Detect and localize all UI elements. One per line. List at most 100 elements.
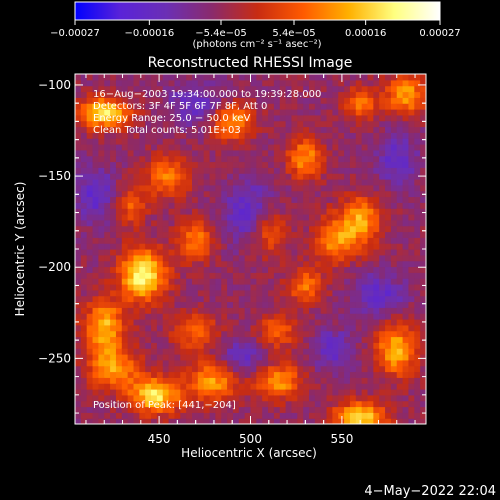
heatmap-cell (385, 249, 392, 256)
heatmap-cell (297, 91, 304, 98)
heatmap-cell (268, 284, 275, 291)
heatmap-cell (180, 103, 187, 110)
heatmap-cell (80, 161, 88, 168)
heatmap-cell (385, 161, 392, 168)
heatmap-cell (75, 289, 82, 297)
heatmap-cell (373, 231, 380, 238)
heatmap-cell (268, 243, 275, 250)
heatmap-cell (203, 313, 211, 320)
heatmap-cell (279, 167, 287, 174)
heatmap-cell (344, 301, 351, 308)
heatmap-cell (174, 301, 181, 308)
heatmap-cell (361, 289, 369, 297)
heatmap-image (75, 74, 426, 424)
heatmap-cell (385, 330, 392, 338)
heatmap-cell (355, 184, 363, 192)
heatmap-cell (291, 289, 298, 297)
heatmap-cell (268, 266, 275, 273)
heatmap-cell (279, 85, 287, 93)
heatmap-cell (80, 155, 88, 163)
heatmap-cell (303, 202, 310, 209)
heatmap-cell (420, 412, 426, 419)
heatmap-cell (361, 138, 369, 145)
heatmap-cell (244, 120, 252, 128)
heatmap-cell (367, 144, 374, 151)
heatmap-cell (385, 336, 392, 343)
heatmap-cell (139, 161, 146, 168)
heatmap-cell (174, 389, 181, 396)
heatmap-cell (273, 278, 281, 285)
heatmap-cell (338, 237, 345, 244)
heatmap-cell (110, 97, 117, 104)
heatmap-cell (390, 120, 398, 128)
heatmap-cell (414, 389, 421, 396)
x-tick-label: 550 (330, 432, 353, 446)
heatmap-cell (92, 161, 99, 168)
heatmap-cell (104, 406, 111, 413)
heatmap-cell (262, 266, 269, 273)
heatmap-cell (355, 348, 363, 355)
heatmap-cell (227, 91, 234, 98)
heatmap-cell (273, 394, 281, 402)
heatmap-cell (133, 354, 140, 361)
heatmap-cell (320, 231, 328, 238)
heatmap-cell (92, 237, 99, 244)
heatmap-cell (139, 278, 146, 285)
heatmap-cell (268, 383, 275, 390)
heatmap-cell (209, 342, 216, 349)
heatmap-cell (332, 278, 339, 285)
heatmap-cell (168, 97, 176, 104)
heatmap-cell (186, 389, 193, 396)
heatmap-cell (320, 389, 328, 396)
heatmap-cell (75, 114, 82, 122)
heatmap-cell (203, 249, 211, 256)
heatmap-cell (244, 260, 252, 268)
heatmap-cell (262, 406, 269, 413)
heatmap-cell (303, 237, 310, 244)
heatmap-cell (309, 196, 316, 203)
heatmap-cell (338, 365, 345, 373)
heatmap-cell (203, 324, 211, 332)
heatmap-cell (203, 208, 211, 215)
heatmap-cell (192, 354, 199, 361)
heatmap-cell (151, 307, 158, 314)
heatmap-cell (420, 179, 426, 186)
heatmap-cell (349, 149, 357, 157)
heatmap-cell (180, 167, 187, 174)
heatmap-cell (197, 237, 205, 244)
heatmap-cell (227, 219, 234, 227)
heatmap-cell (174, 79, 181, 87)
heatmap-cell (227, 74, 234, 81)
heatmap-cell (309, 284, 316, 291)
heatmap-cell (238, 114, 246, 122)
heatmap-cell (174, 114, 181, 122)
heatmap-cell (197, 214, 205, 221)
heatmap-cell (98, 348, 105, 355)
heatmap-cell (262, 79, 269, 87)
heatmap-cell (186, 313, 193, 320)
heatmap-cell (203, 167, 211, 174)
heatmap-cell (156, 371, 164, 378)
heatmap-cell (262, 214, 269, 221)
heatmap-cell (279, 231, 287, 238)
heatmap-cell (291, 184, 298, 192)
heatmap-cell (332, 254, 339, 262)
heatmap-cell (361, 324, 369, 332)
heatmap-cell (127, 161, 135, 168)
heatmap-cell (209, 103, 216, 110)
heatmap-cell (227, 161, 234, 168)
heatmap-cell (390, 109, 398, 116)
heatmap-cell (297, 109, 304, 116)
heatmap-cell (151, 91, 158, 98)
heatmap-cell (104, 260, 111, 268)
heatmap-cell (139, 406, 146, 413)
heatmap-cell (80, 208, 88, 215)
heatmap-cell (110, 354, 117, 361)
heatmap-cell (420, 377, 426, 384)
heatmap-cell (244, 114, 252, 122)
heatmap-cell (121, 132, 129, 139)
heatmap-cell (115, 377, 123, 384)
heatmap-cell (238, 260, 246, 268)
heatmap-cell (203, 190, 211, 198)
heatmap-cell (390, 289, 398, 297)
